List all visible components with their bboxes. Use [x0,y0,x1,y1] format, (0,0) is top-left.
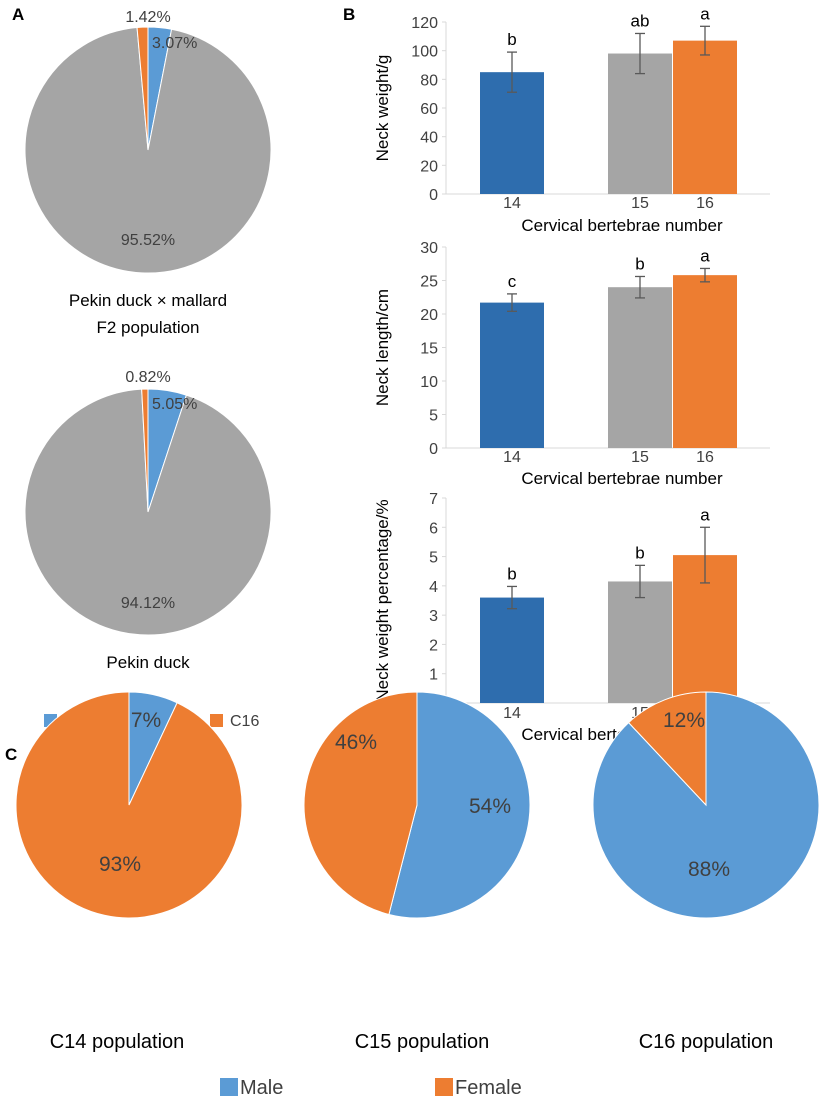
bar-chart-1-y-tick-label: 80 [420,72,438,89]
bar-chart-3-x-tick-label-14: 14 [503,705,521,722]
pie-a1-slice-c15 [24,26,272,274]
bar-chart-3-y-tick-label: 2 [429,637,438,654]
bar-chart-1-sig-letter-16: a [700,4,710,23]
pie-a2-slice-c16 [141,388,149,513]
legend-c-label-male: Male [240,1077,283,1099]
pie-a1-slice-c16 [136,26,149,151]
bar-chart-1-y-tick-label: 100 [411,44,438,61]
pie-a2-slice-c15 [24,388,272,636]
pie-a1-label-c15: 95.52% [121,232,175,249]
bar-chart-2-y-tick-label: 5 [429,408,438,425]
bar-chart-3-y-tick-label: 3 [429,608,438,625]
bar-chart-2-x-tick-label-15: 15 [631,449,649,466]
legend-c-swatch-female [435,1078,453,1096]
legend-c-swatch-male [220,1078,238,1096]
bar-chart-2-x-label: Cervical bertebrae number [521,469,723,488]
pie-c1-label-female: 93% [99,853,141,876]
bar-chart-2-y-tick-label: 0 [429,441,438,458]
bar-chart-3-y-tick-label: 4 [429,579,438,596]
bar-chart-1-y-tick-label: 40 [420,130,438,147]
pie-c1-label-male: 7% [131,709,161,732]
panel-label-c: C [5,745,17,764]
panel-label-a: A [12,5,24,24]
pie-a1-label-c14: 3.07% [152,35,197,52]
bar-chart-1-y-tick-label: 0 [429,187,438,204]
pie-c3-title: C16 population [639,1031,774,1053]
pie-a1-title: Pekin duck × mallard [69,291,227,310]
bar-chart-1-bar-16 [673,40,737,195]
bar-chart-1-x-tick-label-14: 14 [503,195,521,212]
pie-c3-slice-female [627,691,707,807]
bar-chart-1-y-tick-label: 20 [420,158,438,175]
pie-a2-label-c14: 5.05% [152,396,197,413]
bar-chart-1-sig-letter-14: b [507,30,516,49]
bar-chart-2-y-tick-label: 30 [420,240,438,257]
bar-chart-2-x-tick-label-14: 14 [503,449,521,466]
bar-chart-3-bar-14 [480,597,544,703]
pie-c2-label-female: 46% [335,731,377,754]
bar-chart-2-sig-letter-14: c [508,272,517,291]
pie-c2-slice-male [388,691,531,919]
legend-a-label-c16: C16 [230,713,259,730]
bar-chart-1-y-tick-label: 60 [420,101,438,118]
bar-chart-3-sig-letter-16: a [700,505,710,524]
bar-chart-1-sig-letter-15: ab [631,11,650,30]
pie-c2-label-male: 54% [469,795,511,818]
bar-chart-1-x-tick-label-16: 16 [696,195,714,212]
bar-chart-3-y-tick-label: 6 [429,520,438,537]
pie-c1-title: C14 population [50,1031,185,1053]
bar-chart-2-y-label: Neck length/cm [373,289,392,406]
bar-chart-1-y-label: Neck weight/g [373,55,392,162]
bar-chart-3-y-label: Neck weight percentage/% [373,499,392,701]
pie-a1-label-c16: 1.42% [125,9,170,26]
bar-chart-3-bar-15 [608,581,672,703]
pie-c2-title: C15 population [355,1031,490,1053]
bar-chart-1-y-tick-label: 120 [411,15,438,32]
legend-c-label-female: Female [455,1077,522,1099]
bar-chart-2-bar-14 [480,302,544,448]
bar-chart-2-sig-letter-15: b [635,254,644,273]
pie-a1-title: F2 population [96,318,199,337]
pie-a2-label-c16: 0.82% [125,369,170,386]
pie-c2-slice-female [303,691,418,916]
bar-chart-2-y-tick-label: 25 [420,274,438,291]
bar-chart-2-y-tick-label: 20 [420,307,438,324]
bar-chart-3-y-tick-label: 5 [429,550,438,567]
bar-chart-1-bar-15 [608,53,672,195]
bar-chart-2-sig-letter-16: a [700,246,710,265]
pie-c1-slice-female [15,691,243,919]
bar-chart-2-y-tick-label: 15 [420,341,438,358]
pie-c3-label-male: 88% [688,858,730,881]
bar-chart-3-sig-letter-14: b [507,564,516,583]
bar-chart-3-y-tick-label: 7 [429,491,438,508]
pie-c3-label-female: 12% [663,709,705,732]
bar-chart-2-y-tick-label: 10 [420,374,438,391]
bar-chart-2-bar-15 [608,287,672,448]
bar-chart-1-x-tick-label-15: 15 [631,195,649,212]
bar-chart-3-y-tick-label: 1 [429,667,438,684]
legend-a-swatch-c16 [210,714,223,727]
bar-chart-2-x-tick-label-16: 16 [696,449,714,466]
pie-a2-label-c15: 94.12% [121,595,175,612]
pie-a2-title: Pekin duck [106,653,190,672]
bar-chart-3-sig-letter-15: b [635,543,644,562]
panel-label-b: B [343,5,355,24]
bar-chart-1-x-label: Cervical bertebrae number [521,216,723,235]
bar-chart-2-bar-16 [673,275,737,448]
